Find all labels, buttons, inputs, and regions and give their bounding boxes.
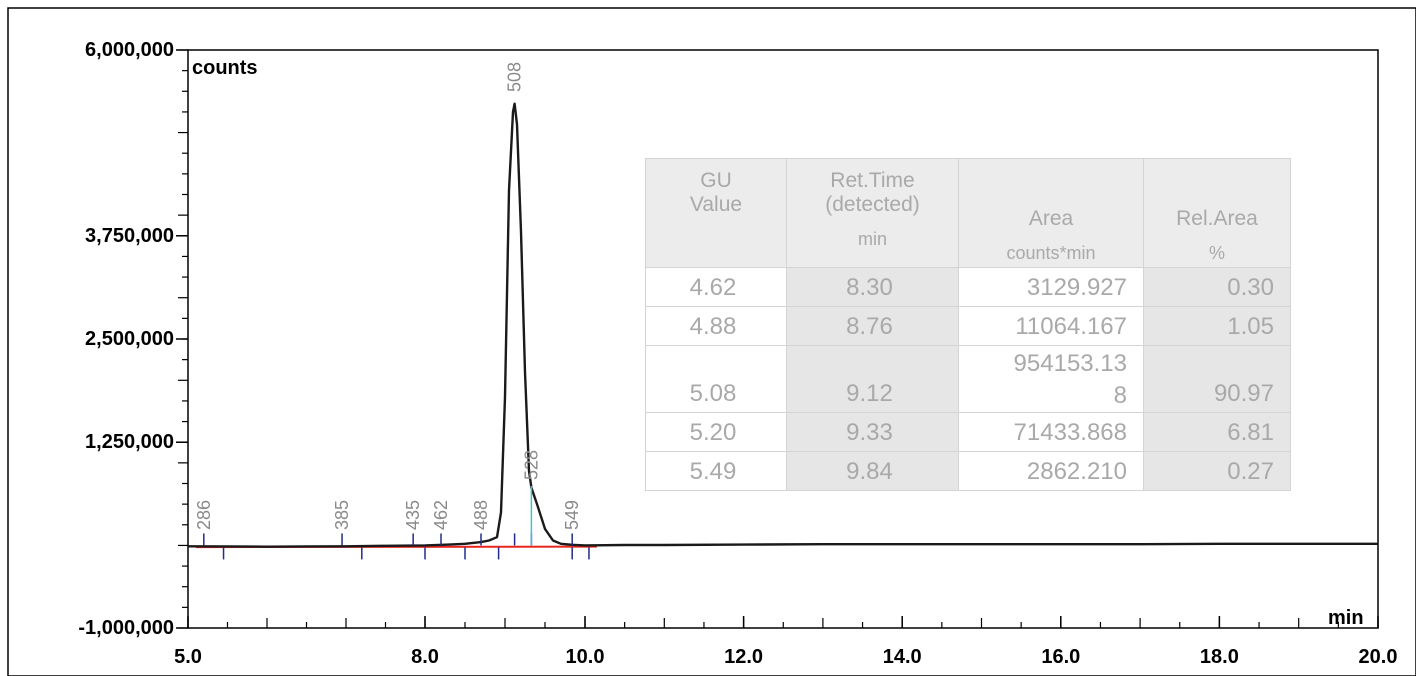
y-tick-label: -1,000,000 [78,617,174,639]
table-header-row: GU Value Ret.Time (detected) min Area co… [645,158,1291,268]
cell-gu-value: 5.08 [645,345,787,413]
cell-gu-value: 5.20 [645,412,787,452]
chromatogram-trace [187,102,1378,548]
y-axis-label: counts [192,57,258,79]
cell-area: 11064.167 [958,306,1144,346]
cell-ret-time: 9.12 [786,345,959,413]
table-row: 5.08 9.12 954153.13 8 90.97 [645,345,1291,413]
cell-rel-area: 1.05 [1143,306,1291,346]
x-tick-label: 12.0 [724,646,763,668]
cell-gu-value: 4.88 [645,306,787,346]
y-tick-label: 3,750,000 [85,225,174,247]
table-row: 4.88 8.76 11064.167 1.05 [645,306,1291,346]
header-ret-time: Ret.Time (detected) min [786,158,959,268]
cell-rel-area: 0.27 [1143,451,1291,491]
table-row: 5.49 9.84 2862.210 0.27 [645,451,1291,491]
peak-label: 549 [562,500,582,530]
y-tick-label: 2,500,000 [85,328,174,350]
header-rel-area: Rel.Area % [1143,158,1291,268]
cell-gu-value: 4.62 [645,267,787,307]
y-tick-label: 6,000,000 [85,39,174,61]
y-tick-label: 1,250,000 [85,431,174,453]
x-tick-label: 16.0 [1041,646,1080,668]
peak-label: 508 [505,62,525,92]
x-tick-label: 8.0 [411,646,439,668]
cell-area: 3129.927 [958,267,1144,307]
cell-area: 2862.210 [958,451,1144,491]
cell-area: 71433.868 [958,412,1144,452]
x-axis-label: min [1328,607,1364,629]
header-area: Area counts*min [958,158,1144,268]
table-row: 4.62 8.30 3129.927 0.30 [645,267,1291,307]
cell-rel-area: 0.30 [1143,267,1291,307]
peak-label: 435 [403,500,423,530]
x-tick-label: 10.0 [566,646,605,668]
peak-label: 528 [521,450,541,480]
peak-results-table: GU Value Ret.Time (detected) min Area co… [645,158,1291,491]
cell-ret-time: 8.30 [786,267,959,307]
header-gu-value: GU Value [645,158,787,268]
peak-label: 286 [194,500,214,530]
table-row: 5.20 9.33 71433.868 6.81 [645,412,1291,452]
cell-area: 954153.13 8 [958,345,1144,413]
cell-ret-time: 8.76 [786,306,959,346]
cell-rel-area: 90.97 [1143,345,1291,413]
x-tick-label: 20.0 [1359,646,1398,668]
x-tick-label: 14.0 [883,646,922,668]
cell-rel-area: 6.81 [1143,412,1291,452]
cell-ret-time: 9.84 [786,451,959,491]
x-tick-label: 5.0 [174,646,202,668]
x-tick-label: 18.0 [1200,646,1239,668]
cell-gu-value: 5.49 [645,451,787,491]
peak-label: 488 [471,500,491,530]
cell-ret-time: 9.33 [786,412,959,452]
peak-label: 462 [431,500,451,530]
peak-label: 385 [332,500,352,530]
